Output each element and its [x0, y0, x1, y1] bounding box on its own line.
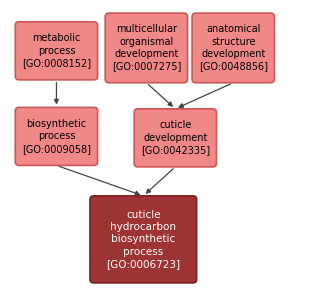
FancyBboxPatch shape — [90, 196, 197, 283]
FancyBboxPatch shape — [15, 107, 98, 165]
Text: multicellular
organismal
development
[GO:0007275]: multicellular organismal development [GO… — [112, 24, 181, 72]
FancyBboxPatch shape — [105, 13, 188, 83]
Text: metabolic
process
[GO:0008152]: metabolic process [GO:0008152] — [22, 33, 91, 68]
FancyBboxPatch shape — [192, 13, 274, 83]
FancyBboxPatch shape — [15, 22, 98, 80]
Text: cuticle
development
[GO:0042335]: cuticle development [GO:0042335] — [141, 120, 210, 155]
Text: biosynthetic
process
[GO:0009058]: biosynthetic process [GO:0009058] — [22, 119, 91, 154]
Text: cuticle
hydrocarbon
biosynthetic
process
[GO:0006723]: cuticle hydrocarbon biosynthetic process… — [106, 210, 180, 269]
Text: anatomical
structure
development
[GO:0048856]: anatomical structure development [GO:004… — [199, 24, 268, 72]
FancyBboxPatch shape — [134, 109, 216, 167]
